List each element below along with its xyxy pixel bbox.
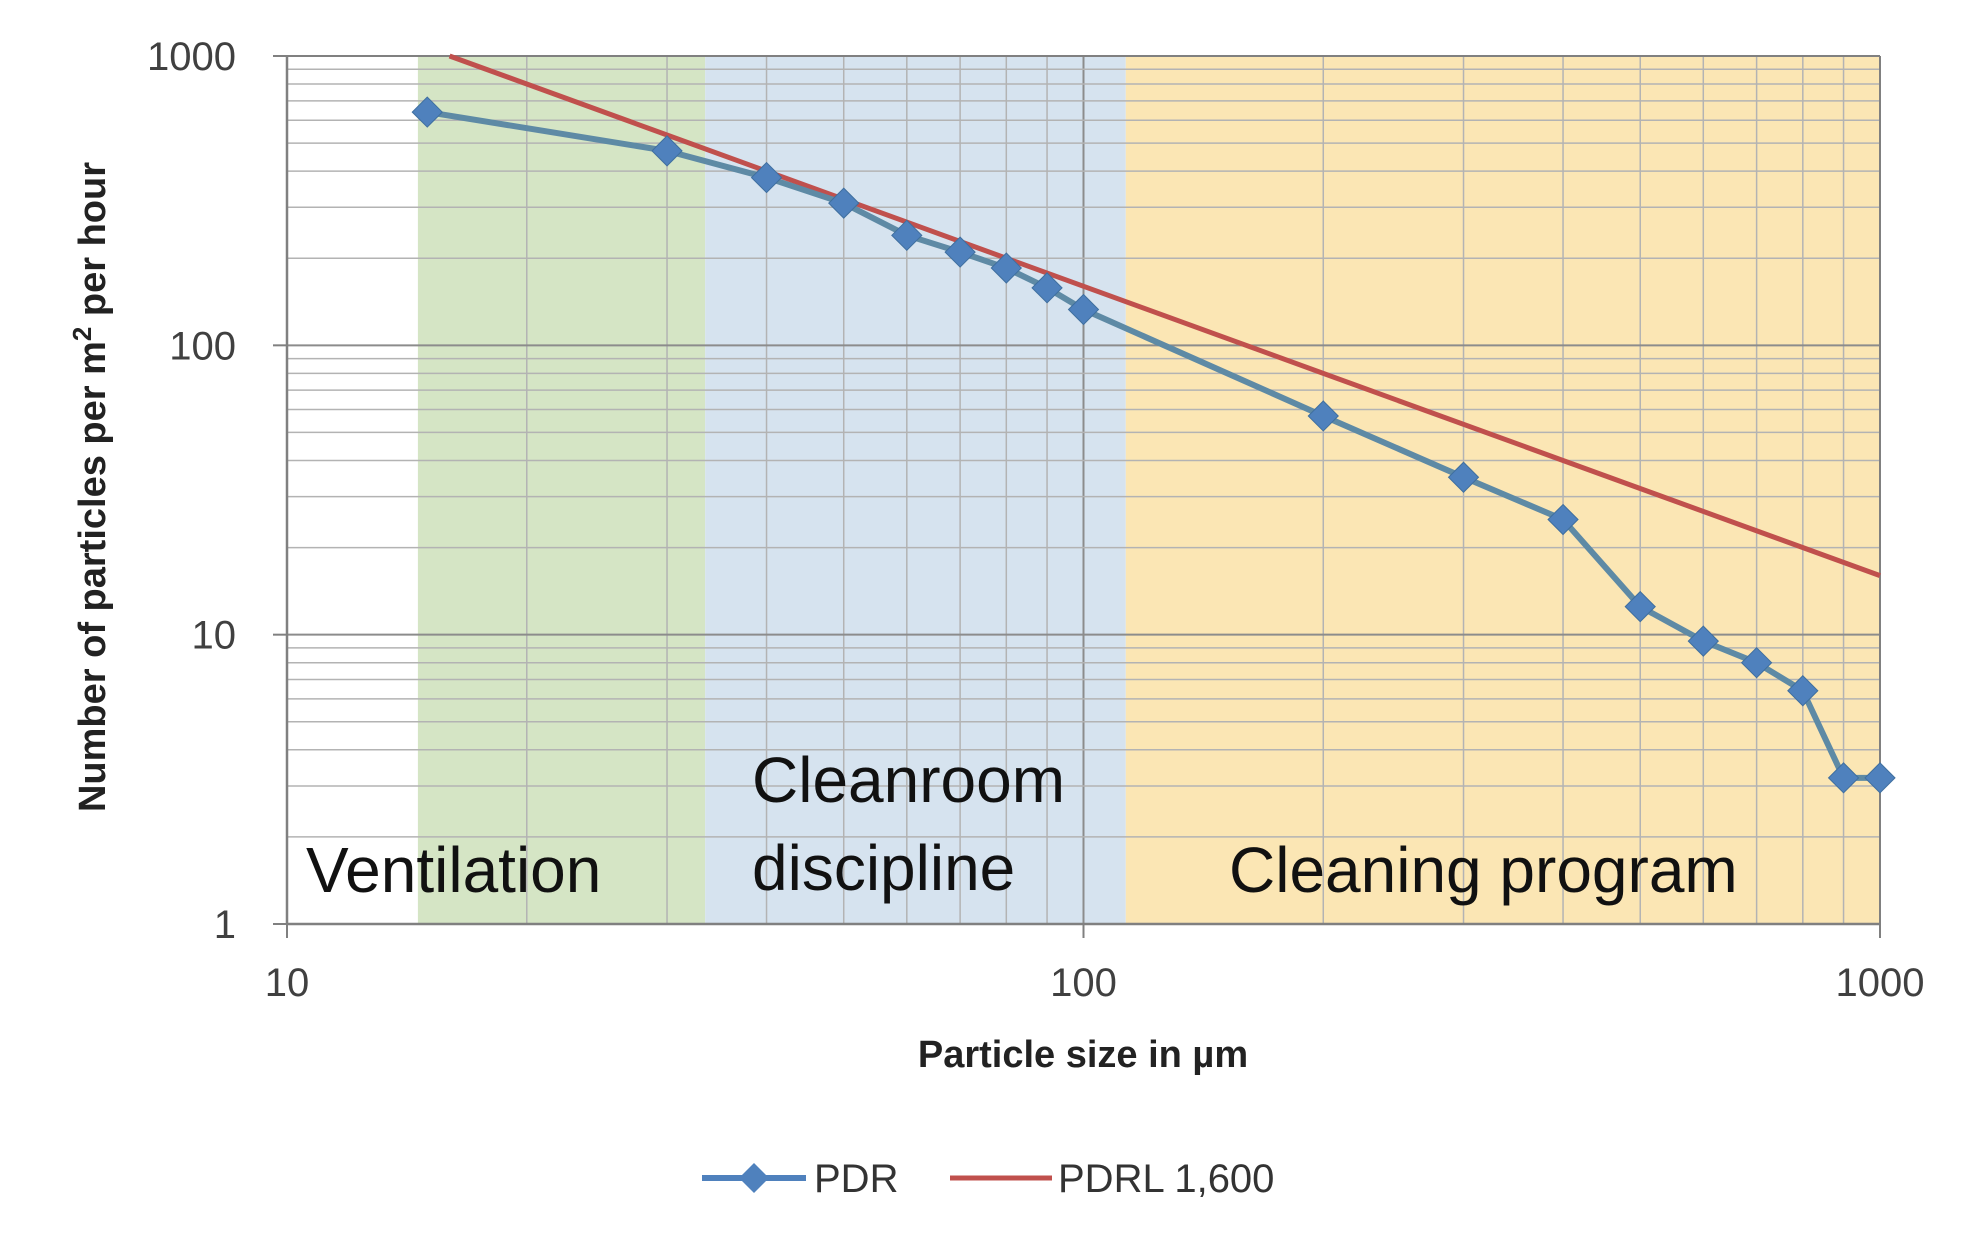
legend-pdr-label: PDR [814,1157,898,1201]
zone-label-line: discipline [752,832,1015,904]
y-tick-label: 1000 [147,35,236,79]
pdr-data-point [891,219,923,252]
pdr-data-point [1031,272,1063,304]
y-tick-label: 100 [169,324,236,368]
y-axis-title: Number of particles per m2 per hour [67,162,114,812]
pdr-data-point [1864,762,1896,794]
pdr-data-point [1624,590,1656,623]
pdr-data-point [1307,400,1339,432]
pdr-data-point [944,236,976,268]
pdr-data-point [990,252,1023,284]
zone-label-line: Cleaning program [1229,834,1738,906]
zone-label-ventilation: Ventilation [306,834,601,906]
zone-ventilation-background [417,56,706,924]
zone-label-cleaning-program: Cleaning program [1229,834,1738,906]
y-tick-label: 10 [192,614,237,658]
legend-pdr-marker [739,1163,769,1193]
zone-cleaning-program-background [1125,56,1880,924]
x-axis-title: Particle size in µm [918,1034,1248,1076]
series-layer [411,53,1896,794]
pdr-data-point [1787,675,1819,707]
x-tick-label: 100 [1050,961,1117,1005]
pdr-data-point [828,187,860,219]
pdr-data-point [1067,293,1100,326]
pdr-data-point [1827,762,1860,794]
legend: PDR PDRL 1,600 [702,1157,1274,1201]
legend-pdrl-label: PDRL 1,600 [1058,1157,1274,1201]
y-tick-label: 1 [214,903,236,947]
pdr-data-point [411,96,443,128]
gridlines [273,55,1881,938]
tick-labels: 10 100 1000 1 10 100 1000 [147,35,1924,1005]
legend-item-pdr: PDR [702,1157,898,1201]
zone-label-line: Cleanroom [752,744,1065,816]
zone-label-line: Ventilation [306,834,601,906]
pdr-data-point [750,161,783,194]
zone-backgrounds [417,56,1880,924]
x-tick-label: 10 [265,961,310,1005]
legend-item-pdrl: PDRL 1,600 [950,1157,1274,1201]
pdr-data-point [651,135,683,167]
pdr-data-point [1740,646,1773,679]
series-pdrl-line [448,53,1881,578]
x-tick-label: 1000 [1836,961,1925,1005]
zone-cleanroom-background [705,56,1126,924]
zone-label-cleanroom: Cleanroom discipline [752,744,1065,904]
pdr-data-point [1687,625,1720,657]
pdr-data-point [1447,461,1480,493]
zone-labels: Ventilation Cleanroom discipline Cleaning p… [306,744,1738,906]
pdr-data-point [1547,503,1579,536]
